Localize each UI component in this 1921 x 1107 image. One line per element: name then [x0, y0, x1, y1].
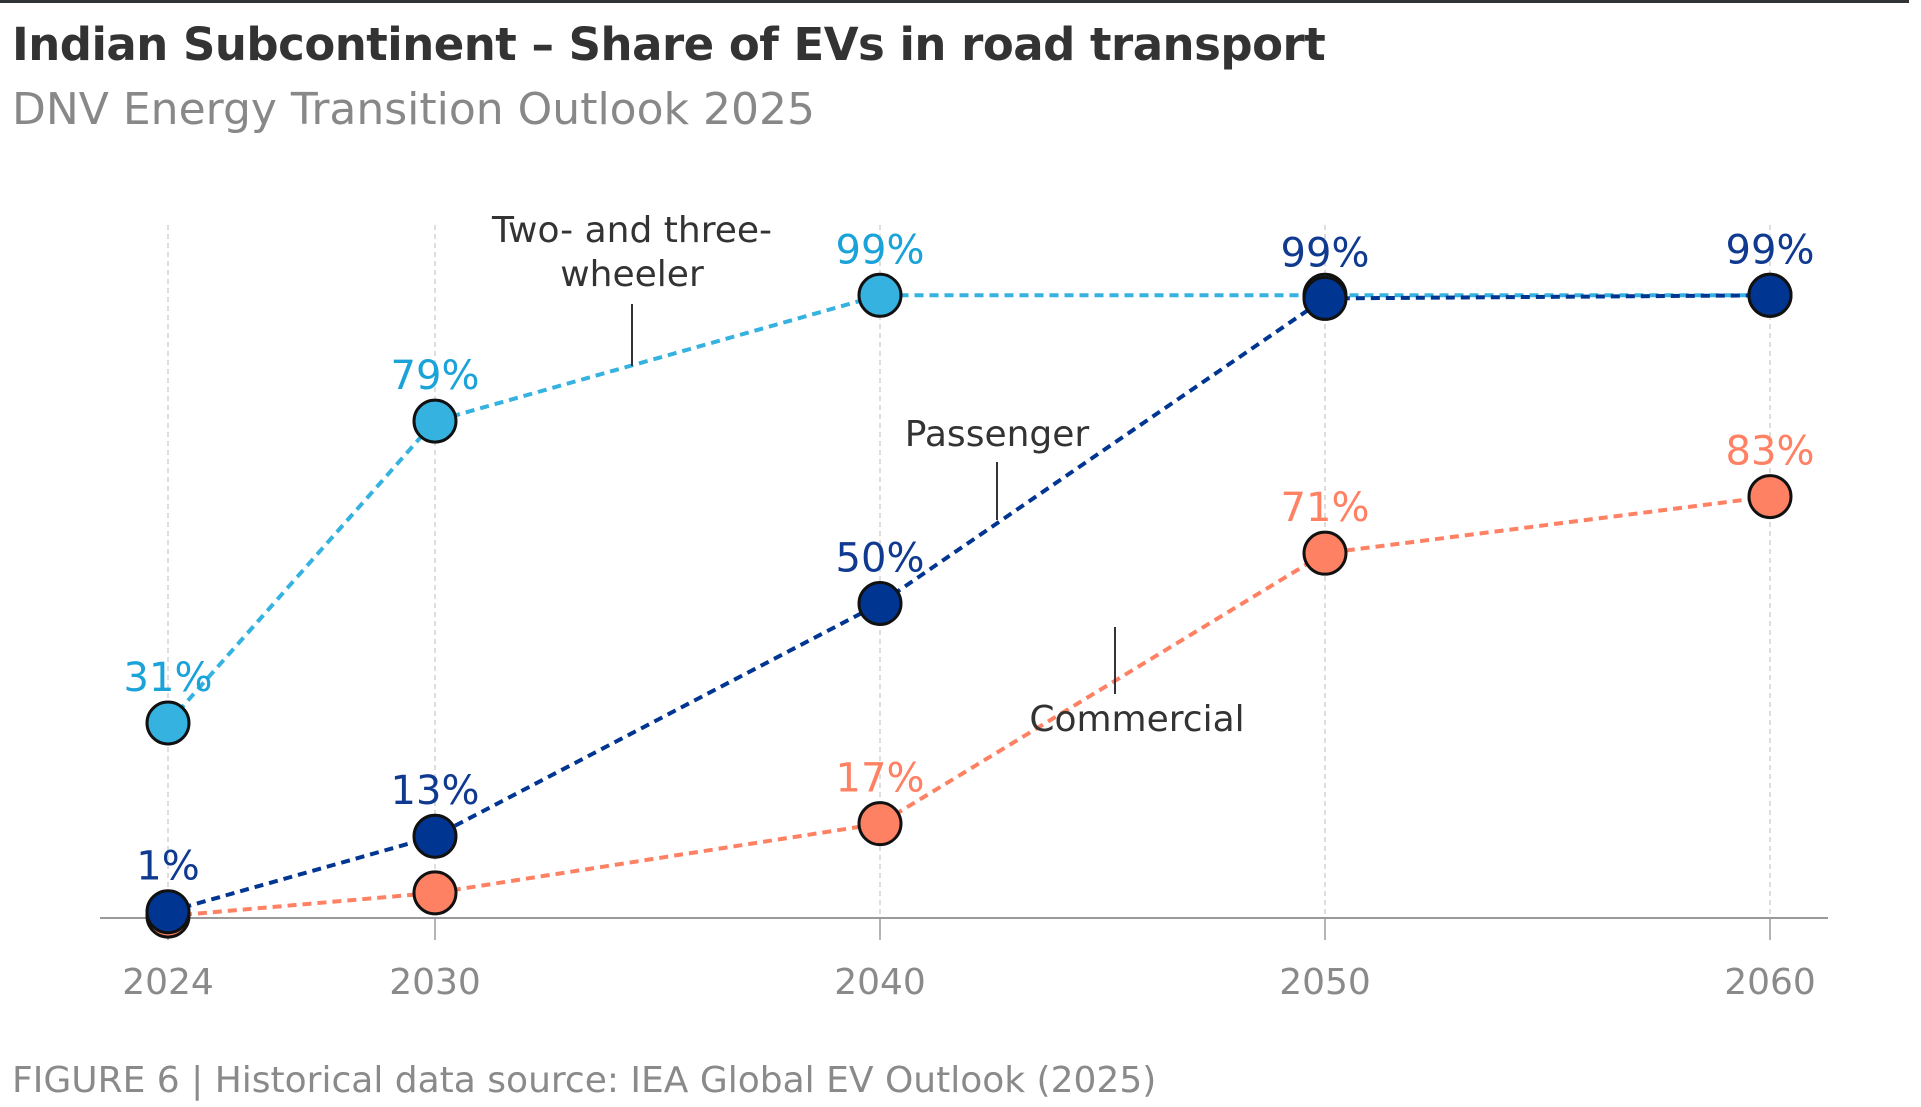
x-tick-label-2040: 2040: [834, 962, 926, 1003]
annotation-commercial-line-1: Commercial: [1029, 699, 1244, 740]
data-label-commercial-2050: 71%: [1281, 485, 1370, 531]
figure-caption: FIGURE 6 | Historical data source: IEA G…: [12, 1060, 1157, 1101]
chart-title: Indian Subcontinent – Share of EVs in ro…: [12, 18, 1326, 71]
annotation-two-and-three-wheeler-line-2: wheeler: [560, 254, 704, 295]
data-label-commercial-2060: 83%: [1726, 429, 1815, 475]
series-line-passenger: [167, 293, 1771, 914]
marker-passenger-2030: [412, 813, 458, 859]
series-line-commercial: [167, 494, 1771, 919]
series-line-two-and-three-wheeler: [166, 293, 1770, 725]
marker-two-and-three-wheeler-2030: [412, 398, 458, 444]
annotation-passenger-line-1: Passenger: [905, 414, 1090, 455]
series-markers: [145, 272, 1793, 939]
marker-commercial-2030: [412, 870, 458, 916]
data-label-passenger-2050: 99%: [1281, 230, 1370, 276]
data-label-two-and-three-wheeler-2030: 79%: [391, 353, 480, 399]
series-lines: [166, 293, 1771, 919]
annotation-two-and-three-wheeler-line-1: Two- and three-: [491, 210, 772, 251]
data-label-two-and-three-wheeler-2024: 31%: [124, 655, 213, 701]
x-tick-label-2050: 2050: [1279, 962, 1371, 1003]
marker-passenger-2024: [145, 889, 191, 935]
x-tick-label-2030: 2030: [389, 962, 481, 1003]
data-label-passenger-2060: 99%: [1726, 227, 1815, 273]
marker-passenger-2050: [1302, 275, 1348, 321]
data-labels: 31% 79% 99% 1% 13% 50% 99% 99% 17% 71% 83%: [124, 227, 1815, 889]
series-annotations: Two- and three-wheeler Passenger Commercia…: [491, 210, 1245, 740]
marker-commercial-2040: [857, 801, 903, 847]
top-rule: [0, 0, 1909, 3]
data-label-passenger-2040: 50%: [836, 536, 925, 582]
data-label-commercial-2040: 17%: [836, 756, 925, 802]
marker-commercial-2050: [1302, 530, 1348, 576]
x-tick-label-2024: 2024: [122, 962, 214, 1003]
chart-subtitle: DNV Energy Transition Outlook 2025: [12, 84, 815, 135]
data-label-passenger-2024: 1%: [136, 844, 199, 890]
marker-two-and-three-wheeler-2040: [857, 272, 903, 318]
data-label-passenger-2030: 13%: [391, 768, 480, 814]
data-label-two-and-three-wheeler-2040: 99%: [836, 227, 925, 273]
marker-commercial-2060: [1747, 474, 1793, 520]
marker-passenger-2060: [1747, 272, 1793, 318]
x-tick-label-2060: 2060: [1724, 962, 1816, 1003]
marker-two-and-three-wheeler-2024: [145, 700, 191, 746]
x-axis: 2024 2030 2040 2050 2060: [100, 917, 1828, 1003]
marker-passenger-2040: [857, 581, 903, 626]
